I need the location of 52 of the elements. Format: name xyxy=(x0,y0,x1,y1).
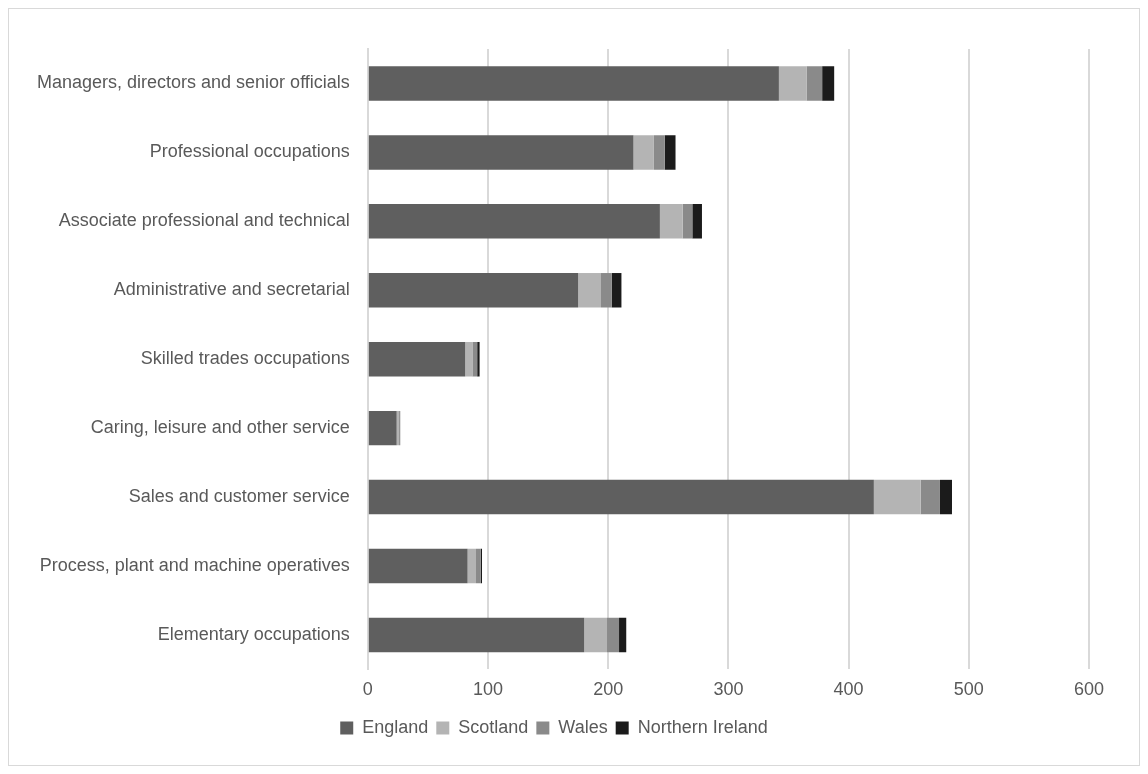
y-tick-label: Associate professional and technical xyxy=(58,210,350,231)
bar xyxy=(778,66,807,101)
y-tick-label: Professional occupations xyxy=(149,141,350,162)
bar xyxy=(601,273,612,308)
legend-label: Scotland xyxy=(458,716,529,737)
bar xyxy=(477,341,480,377)
bar xyxy=(368,548,468,584)
x-tick-label: 300 xyxy=(713,679,744,700)
bar xyxy=(472,341,478,377)
bar xyxy=(653,135,665,170)
y-tick-label: Administrative and secretarial xyxy=(113,279,350,300)
bar xyxy=(368,204,660,239)
bar xyxy=(619,617,627,653)
bar xyxy=(465,341,473,377)
bar xyxy=(607,617,620,653)
x-tick-label: 100 xyxy=(472,679,504,700)
bar xyxy=(920,479,940,515)
bar xyxy=(822,66,835,101)
legend-label: Wales xyxy=(558,716,608,737)
x-tick-label: 200 xyxy=(593,679,624,700)
bar xyxy=(368,341,466,377)
bar xyxy=(939,479,952,515)
bar xyxy=(584,617,608,653)
bar xyxy=(664,135,676,170)
x-tick-label: 600 xyxy=(1073,679,1105,700)
bar xyxy=(467,548,476,584)
y-tick-label: Skilled trades occupations xyxy=(140,348,350,369)
y-tick-label: Process, plant and machine operatives xyxy=(39,554,350,575)
bar xyxy=(476,548,481,584)
bar xyxy=(368,479,874,515)
y-tick-label: Caring, leisure and other service xyxy=(90,417,350,438)
bar xyxy=(368,617,585,653)
x-tick-label: 0 xyxy=(362,679,373,700)
bar xyxy=(611,273,622,308)
bar xyxy=(659,204,683,239)
x-tick-label: 400 xyxy=(833,679,864,700)
y-tick-label: Sales and customer service xyxy=(128,486,350,507)
bar xyxy=(692,204,702,239)
bar xyxy=(368,273,579,308)
bar xyxy=(682,204,693,239)
y-tick-label: Elementary occupations xyxy=(157,623,350,644)
bar xyxy=(806,66,823,101)
bar xyxy=(633,135,654,170)
legend-label: Northern Ireland xyxy=(637,716,768,737)
legend-label: England xyxy=(362,716,429,737)
bar xyxy=(368,410,397,446)
bar xyxy=(873,479,921,515)
bar xyxy=(578,273,601,308)
bar xyxy=(368,66,779,101)
bar xyxy=(368,135,634,170)
y-tick-label: Managers, directors and senior officials xyxy=(36,72,350,93)
x-tick-label: 500 xyxy=(953,679,984,700)
